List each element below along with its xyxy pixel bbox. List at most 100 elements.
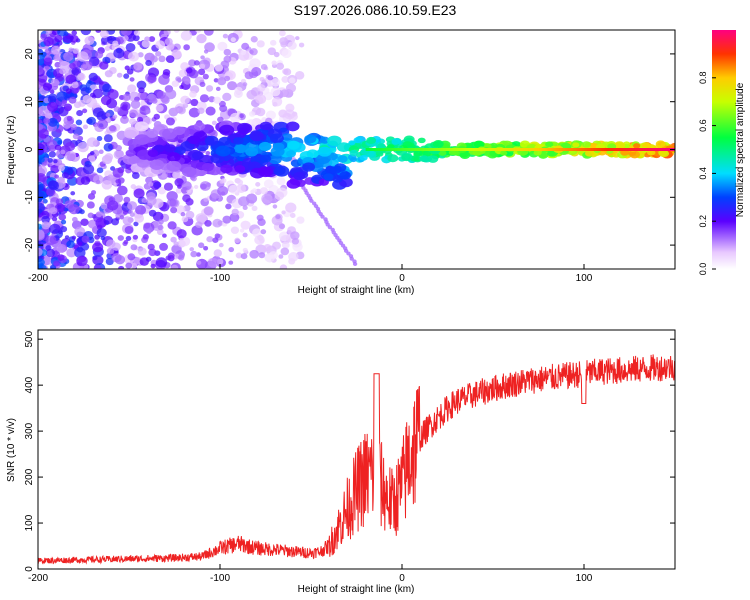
noise-blob — [92, 255, 104, 266]
noise-blob — [124, 225, 134, 235]
noise-blob — [103, 142, 113, 152]
noise-blob — [219, 104, 228, 113]
noise-blob — [122, 93, 131, 101]
noise-blob — [170, 236, 177, 243]
noise-blob — [105, 239, 116, 249]
noise-blob — [130, 262, 138, 269]
noise-blob — [97, 119, 109, 130]
noise-blob — [74, 226, 86, 237]
noise-blob — [144, 36, 150, 42]
noise-blob — [72, 216, 78, 223]
signal-blob — [401, 153, 412, 162]
noise-blob — [141, 39, 151, 48]
noise-blob — [50, 78, 60, 87]
noise-blob — [278, 223, 286, 230]
noise-blob — [205, 85, 214, 92]
noise-blob — [71, 66, 82, 76]
noise-blob — [289, 212, 296, 219]
noise-blob — [281, 48, 292, 59]
noise-blob — [217, 41, 228, 51]
noise-blob — [146, 196, 157, 206]
noise-blob — [120, 101, 131, 111]
noise-blob — [174, 178, 184, 187]
noise-blob — [107, 89, 119, 100]
colorbar-tick-label: 0.4 — [698, 167, 708, 180]
signal-blob — [285, 121, 300, 132]
noise-blob — [148, 36, 156, 42]
noise-blob — [87, 79, 92, 84]
noise-blob — [144, 98, 150, 103]
noise-blob — [269, 39, 277, 46]
noise-blob — [49, 207, 58, 215]
noise-blob — [182, 103, 189, 109]
signal-blob — [417, 137, 426, 144]
signal-blob — [349, 157, 357, 163]
signal-blob — [582, 141, 591, 148]
noise-blob — [203, 245, 209, 251]
noise-blob — [89, 151, 95, 156]
noise-blob — [159, 242, 168, 251]
noise-blob — [76, 110, 83, 117]
noise-blob — [203, 30, 214, 36]
noise-blob — [183, 44, 190, 51]
signal-blob — [259, 121, 272, 131]
signal-blob — [136, 158, 150, 168]
noise-blob — [70, 191, 76, 196]
spectrogram-xtick-label: -200 — [28, 273, 48, 284]
noise-blob — [88, 72, 98, 82]
noise-blob — [222, 33, 229, 39]
noise-blob — [296, 216, 305, 224]
noise-blob — [238, 196, 250, 207]
noise-blob — [171, 264, 179, 269]
noise-blob — [260, 63, 268, 70]
noise-blob — [180, 30, 193, 41]
noise-blob — [61, 219, 67, 225]
noise-blob — [56, 243, 67, 254]
noise-blob — [38, 181, 44, 192]
noise-blob — [105, 257, 114, 266]
signal-blob — [272, 142, 285, 151]
noise-blob — [142, 234, 149, 240]
noise-blob — [190, 98, 199, 107]
noise-blob — [104, 153, 114, 162]
signal-blob — [459, 151, 471, 159]
noise-blob — [122, 35, 129, 41]
noise-blob — [118, 265, 125, 269]
noise-blob — [217, 116, 224, 123]
spectrogram-ytick-label: -20 — [24, 237, 35, 252]
signal-blob — [245, 147, 259, 157]
noise-blob — [80, 218, 89, 226]
signal-blob — [375, 151, 384, 157]
noise-blob — [197, 107, 205, 114]
noise-blob — [64, 105, 71, 112]
noise-blob — [93, 264, 102, 269]
noise-blob — [112, 167, 124, 178]
noise-blob — [170, 206, 178, 214]
noise-blob — [263, 243, 272, 252]
noise-blob — [346, 251, 351, 256]
signal-blob — [613, 141, 626, 150]
noise-blob — [171, 80, 179, 87]
noise-blob — [270, 87, 281, 97]
noise-blob — [234, 237, 241, 243]
noise-blob — [151, 98, 158, 104]
noise-blob — [222, 92, 232, 102]
noise-blob — [53, 260, 60, 267]
snr-ytick-label: 0 — [24, 566, 35, 572]
snr-panel: -200 -100 0 100 0 100 200 300 400 500 Height of s… — [6, 329, 676, 595]
noise-blob — [228, 260, 234, 265]
spectrogram-xlabel: Height of straight line (km) — [298, 285, 415, 296]
signal-blob — [448, 150, 456, 156]
noise-blob — [240, 220, 251, 230]
noise-blob — [236, 179, 244, 186]
noise-blob — [203, 49, 209, 54]
noise-blob — [53, 159, 58, 164]
noise-blob — [117, 235, 124, 241]
noise-blob — [217, 77, 227, 86]
noise-blob — [48, 151, 56, 158]
noise-blob — [106, 247, 115, 255]
noise-blob — [255, 107, 266, 117]
noise-blob — [242, 232, 248, 238]
noise-blob — [265, 110, 276, 120]
noise-blob — [252, 188, 257, 193]
